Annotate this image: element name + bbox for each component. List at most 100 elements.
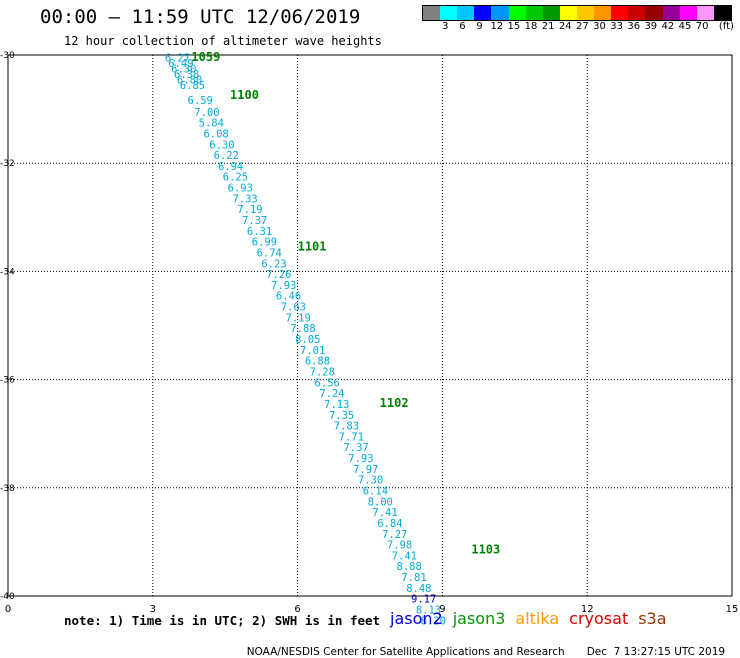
- swh-value-label: 7.26: [266, 269, 291, 281]
- legend-swatch: [525, 6, 543, 20]
- swh-value-label: 6.93: [228, 183, 253, 195]
- legend-swatch: [542, 6, 560, 20]
- swh-value-label: 7.41: [392, 550, 417, 562]
- time-label: 1101: [298, 239, 327, 253]
- legend-label: 27: [576, 21, 589, 32]
- swh-value-label: 6.08: [203, 128, 228, 140]
- swh-value-label: 6.27: [165, 53, 190, 65]
- time-label: 1059: [191, 50, 220, 64]
- time-label: 1100: [230, 88, 259, 102]
- color-scale-labels: 3 6 9 12 15 18 21 24 27 30 33 36 39 42 45 70 (ft): [422, 21, 740, 33]
- x-tick-label: 9: [439, 604, 445, 615]
- swh-value-label: 7.37: [242, 215, 267, 227]
- legend-swatch: [594, 6, 612, 20]
- swh-value-label: 6.31: [247, 226, 272, 238]
- satellite-label-s3a: s3a: [638, 609, 667, 628]
- swh-value-label: 7.41: [372, 507, 397, 519]
- swh-value-label: 7.71: [339, 431, 364, 443]
- legend-label: 33: [610, 21, 623, 32]
- swh-value-label: 7.81: [401, 572, 426, 584]
- legend-label: 42: [661, 21, 675, 32]
- swh-value-label: 7.33: [232, 193, 257, 205]
- swh-value-label: 7.13: [324, 399, 349, 411]
- legend-swatch: [491, 6, 509, 20]
- swh-value-label: 9.17: [411, 594, 436, 606]
- swh-value-label: 7.93: [271, 280, 296, 292]
- y-tick-label: -34: [0, 267, 15, 277]
- swh-value-label: 6.23: [261, 258, 286, 270]
- legend-label: 18: [524, 21, 538, 32]
- y-tick-label: -30: [0, 51, 15, 61]
- satellite-label-jason3: jason3: [452, 609, 506, 628]
- legend-swatch: [628, 6, 646, 20]
- satellite-label-altika: altika: [515, 609, 560, 628]
- legend-swatch: [474, 6, 492, 20]
- legend-label: 3: [442, 21, 449, 32]
- swh-value-label: 7.28: [310, 366, 335, 378]
- legend-label: 45: [678, 21, 692, 32]
- satellite-legend: jason2 jason3 altika cryosat s3a: [390, 609, 667, 628]
- legend-label: 12: [490, 21, 504, 32]
- y-tick-label: -38: [0, 484, 15, 494]
- swh-value-label: 7.24: [319, 388, 344, 400]
- credit-text: NOAA/NESDIS Center for Satellite Applica…: [246, 646, 565, 658]
- swh-value-label: 7.19: [286, 312, 311, 324]
- legend-swatch: [576, 6, 595, 20]
- legend-label: 9: [476, 21, 483, 32]
- x-tick-label: 6: [294, 604, 300, 615]
- x-tick-label: 0: [5, 604, 11, 615]
- swh-value-label: 7.63: [281, 302, 306, 314]
- swh-value-label: 8.00: [368, 496, 393, 508]
- swh-value-label: 8.88: [397, 561, 422, 573]
- swh-value-label: 8.48: [406, 583, 431, 595]
- legend-swatch: [696, 6, 714, 20]
- x-tick-label: 3: [150, 604, 156, 615]
- page-title: 00:00 – 11:59 UTC 12/06/2019: [40, 6, 361, 28]
- swh-value-label: 7.37: [343, 442, 368, 454]
- swh-value-label: 8.05: [295, 334, 320, 346]
- legend-swatch: [679, 6, 697, 20]
- swh-value-label: 7.30: [358, 475, 383, 487]
- swh-value-label: 6.46: [276, 291, 301, 303]
- legend-unit: (ft): [718, 21, 734, 32]
- y-tick-label: -36: [0, 376, 15, 386]
- legend-label: 36: [627, 21, 641, 32]
- legend-swatch: [645, 6, 663, 20]
- swh-value-label: 6.59: [188, 95, 213, 107]
- swh-value-label: 6.74: [257, 247, 282, 259]
- legend-swatch: [559, 6, 577, 20]
- page-subtitle: 12 hour collection of altimeter wave hei…: [64, 34, 382, 48]
- swh-value-label: 8.20: [421, 615, 446, 627]
- swh-value-label: 7.93: [348, 453, 373, 465]
- legend-swatch: [457, 6, 475, 20]
- legend-label: 30: [593, 21, 606, 32]
- legend-swatch: [508, 6, 526, 20]
- x-tick-label: 12: [581, 604, 594, 615]
- legend-label: 21: [541, 21, 555, 32]
- swh-value-label: 6.14: [363, 486, 388, 498]
- swh-value-label: 6.49: [168, 58, 193, 70]
- swh-value-label: 7.35: [329, 410, 354, 422]
- legend-swatch: [440, 6, 458, 20]
- x-tick-label: 15: [726, 604, 739, 615]
- map-frame: [7, 54, 733, 597]
- swh-value-label: 7.19: [237, 204, 262, 216]
- swh-value-label: 6.84: [377, 518, 402, 530]
- time-label: 1102: [380, 396, 409, 410]
- swh-value-label: 6.80: [177, 74, 202, 86]
- swh-value-label: 7.97: [353, 464, 378, 476]
- swh-value-label: 6.25: [223, 172, 248, 184]
- legend-label: 15: [507, 21, 521, 32]
- satellite-label-cryosat: cryosat: [569, 609, 629, 628]
- legend-swatch: [713, 6, 731, 20]
- color-scale-legend: [422, 5, 732, 21]
- swh-value-label: 7.83: [334, 421, 359, 433]
- swh-value-label: 6.94: [218, 161, 243, 173]
- swh-value-label: 7.88: [290, 323, 315, 335]
- credit-footer: NOAA/NESDIS Center for Satellite Applica…: [240, 634, 740, 658]
- swh-value-label: 5.84: [199, 118, 224, 130]
- swh-value-label: 6.85: [180, 80, 205, 92]
- swh-value-label: 7.01: [300, 345, 325, 357]
- satellite-label-jason2: jason2: [390, 609, 443, 628]
- legend-label: 70: [695, 21, 709, 32]
